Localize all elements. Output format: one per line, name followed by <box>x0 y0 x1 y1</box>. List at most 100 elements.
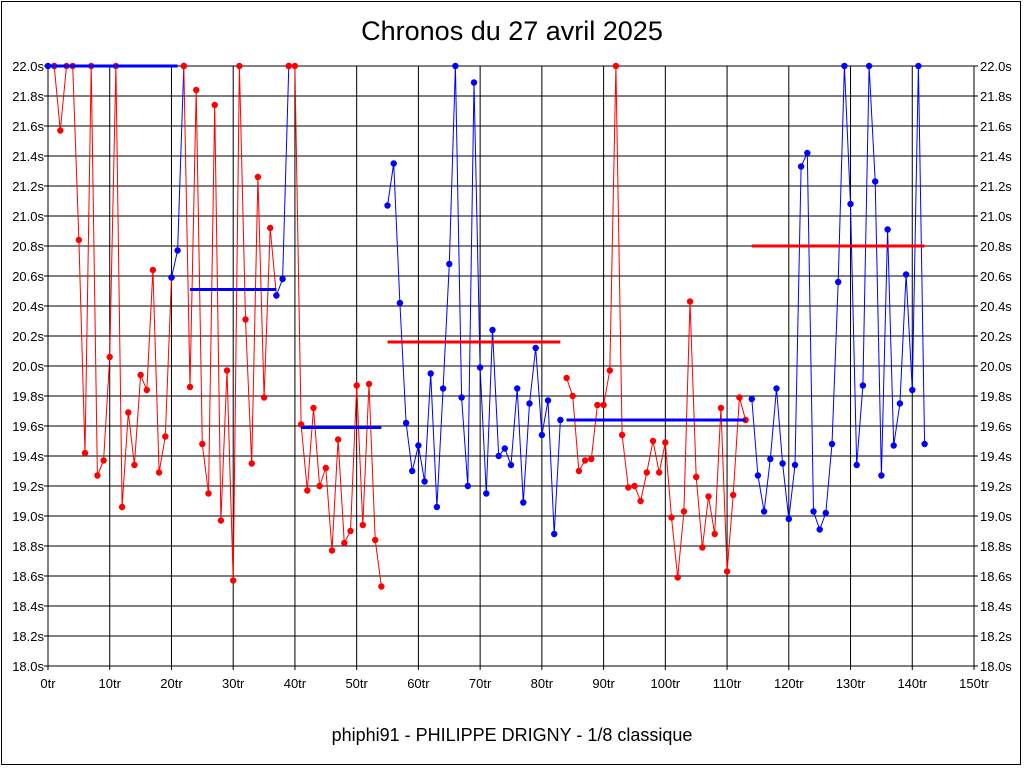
data-point <box>631 482 638 490</box>
data-point <box>538 431 546 439</box>
y-tick-label: 21.0s <box>12 209 44 224</box>
y-tick-label: 21.8s <box>12 89 44 104</box>
y-tick-label: 20.8s <box>12 239 44 254</box>
data-point <box>754 472 762 479</box>
chart-title: Chronos du 27 avril 2025 <box>361 16 663 46</box>
y-tick-label: 21.6s <box>12 119 44 134</box>
data-point <box>674 574 681 581</box>
y-tick-label-right: 20.2s <box>980 329 1012 344</box>
data-point <box>742 416 749 424</box>
data-point <box>514 385 521 392</box>
data-point <box>637 497 644 505</box>
y-tick-label-right: 19.8s <box>980 389 1012 404</box>
data-point <box>94 472 101 479</box>
y-tick-label-right: 19.0s <box>980 509 1012 524</box>
data-point <box>372 536 379 544</box>
data-point <box>464 482 471 490</box>
y-tick-label-right: 21.6s <box>980 119 1012 134</box>
data-point <box>699 544 706 551</box>
data-point <box>322 464 329 472</box>
y-tick-label-right: 19.6s <box>980 419 1012 434</box>
data-point <box>347 527 354 535</box>
data-point <box>612 62 620 70</box>
series <box>44 62 928 590</box>
y-tick-label-right: 18.8s <box>980 539 1012 554</box>
data-point <box>909 386 916 394</box>
data-point <box>415 442 422 449</box>
data-point <box>748 395 755 403</box>
y-tick-label-right: 21.0s <box>980 209 1012 224</box>
data-point <box>137 371 144 379</box>
data-point <box>841 62 848 70</box>
y-tick-label: 19.4s <box>12 449 44 464</box>
x-tick-label: 140tr <box>897 676 927 691</box>
y-tick-label: 20.6s <box>12 269 44 284</box>
data-point <box>304 487 311 494</box>
data-point <box>569 392 576 400</box>
data-point <box>402 419 410 427</box>
y-tick-label: 18.8s <box>12 539 44 554</box>
x-tick-label: 100tr <box>651 676 681 691</box>
data-point <box>421 478 428 485</box>
data-point <box>242 316 249 323</box>
series-line <box>53 65 172 508</box>
data-point <box>223 367 231 374</box>
series-line <box>751 65 926 531</box>
data-point <box>594 401 601 409</box>
data-point <box>168 274 175 281</box>
data-point <box>872 178 879 185</box>
y-tick-label: 18.6s <box>12 569 44 584</box>
plot-border <box>47 65 975 667</box>
data-point <box>810 508 817 515</box>
data-point <box>390 160 397 167</box>
data-point <box>439 385 447 392</box>
y-tick-label-right: 18.0s <box>980 659 1012 674</box>
data-point <box>779 460 786 467</box>
data-point <box>705 493 712 500</box>
data-point <box>711 530 718 538</box>
data-point <box>902 271 910 278</box>
data-point <box>279 275 286 283</box>
data-point <box>581 457 589 464</box>
data-point <box>217 517 225 524</box>
y-tick-label-right: 21.2s <box>980 179 1012 194</box>
data-point <box>81 449 89 457</box>
data-point <box>100 457 107 464</box>
data-point <box>847 200 854 208</box>
data-point <box>236 62 243 70</box>
y-tick-label: 18.4s <box>12 599 44 614</box>
y-tick-label-right: 18.4s <box>980 599 1012 614</box>
series-line <box>387 65 561 535</box>
axes: 18.0s 18.0s 18.2s 18.2s 18.4s 18.4s 18.6s 18.6s… <box>12 59 1012 691</box>
data-point <box>656 469 663 476</box>
data-point <box>446 260 453 268</box>
data-point <box>162 433 169 440</box>
data-point <box>155 469 163 476</box>
x-tick-label: 90tr <box>592 676 615 691</box>
data-point <box>359 521 366 529</box>
y-tick-label: 18.0s <box>12 659 44 674</box>
data-point <box>767 455 774 463</box>
data-point <box>668 514 675 521</box>
data-point <box>575 467 583 475</box>
data-point <box>563 374 570 382</box>
y-tick-label: 21.4s <box>12 149 44 164</box>
y-tick-label-right: 20.4s <box>980 299 1012 314</box>
data-point <box>328 547 336 554</box>
y-tick-label: 22.0s <box>12 59 44 74</box>
y-tick-label-right: 20.8s <box>980 239 1012 254</box>
data-point <box>828 440 836 448</box>
data-point <box>643 469 650 476</box>
data-point <box>600 401 607 409</box>
data-point <box>618 431 626 439</box>
data-point <box>334 436 342 443</box>
data-point <box>199 440 206 448</box>
data-point <box>260 394 268 401</box>
data-point <box>797 163 805 170</box>
data-point <box>878 472 885 479</box>
data-point <box>495 452 502 460</box>
data-point <box>248 460 255 467</box>
data-point <box>180 62 187 70</box>
data-point <box>822 509 829 517</box>
